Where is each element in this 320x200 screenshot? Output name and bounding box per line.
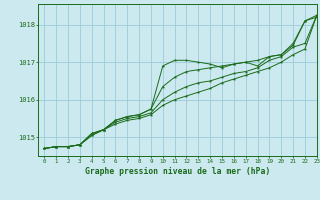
X-axis label: Graphe pression niveau de la mer (hPa): Graphe pression niveau de la mer (hPa) [85,167,270,176]
